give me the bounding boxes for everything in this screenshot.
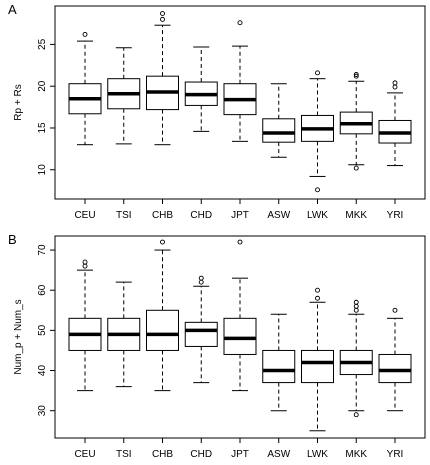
y-tick-label: 25 (37, 38, 48, 50)
y-axis-label: Rp + Rs (13, 84, 24, 120)
x-tick-label: MKK (345, 449, 367, 460)
outlier-point (353, 165, 359, 171)
x-tick-label: CEU (74, 449, 95, 460)
outlier-point (315, 187, 320, 193)
outlier-point (198, 279, 204, 285)
iqr-box (262, 118, 296, 143)
outlier-point (82, 263, 88, 269)
box-yri (378, 80, 412, 167)
box-tsi (107, 47, 141, 145)
outlier-point (82, 31, 88, 37)
x-tick-label: CHB (152, 449, 173, 460)
outlier-point (237, 20, 243, 26)
box-ceu (68, 259, 102, 392)
outlier-point (315, 70, 320, 76)
x-tick-label: LWK (307, 449, 328, 460)
box-tsi (107, 281, 141, 388)
box-mkk (339, 299, 373, 418)
x-tick-label: CHD (190, 449, 212, 460)
iqr-box (184, 321, 218, 347)
box-chb (146, 11, 179, 146)
y-tick-label: 40 (37, 365, 48, 377)
y-tick-label: 50 (37, 324, 48, 336)
panel-b: B Num_p + Num_s 30 40 50 60 70 CEU TSI CHB CHD JPT A… (8, 232, 426, 460)
outlier-point (353, 299, 359, 305)
iqr-box (301, 349, 334, 384)
y-tick-label: 15 (37, 122, 48, 134)
outlier-point (392, 80, 398, 86)
box-jpt (223, 20, 257, 142)
outlier-point (315, 295, 320, 301)
outlier-point (392, 307, 398, 313)
x-tick-label: CEU (74, 210, 95, 221)
x-tick-label: LWK (307, 210, 328, 221)
iqr-box (262, 349, 296, 384)
box-jpt (223, 239, 257, 392)
x-tick-label: JPT (231, 449, 249, 460)
outlier-point (160, 11, 165, 16)
panel-a: A Rp + Rs 10 15 20 25 CEU TSI CHB CHD JPT ASW LWK MKK… (8, 2, 426, 221)
panel-letter: B (8, 232, 17, 247)
outlier-point (198, 275, 204, 281)
outlier-point (353, 412, 359, 418)
panel-letter: A (8, 2, 17, 17)
y-tick-label: 10 (37, 164, 48, 176)
iqr-box (378, 353, 412, 384)
x-tick-label: TSI (116, 449, 132, 460)
x-tick-label: CHB (152, 210, 173, 221)
box-yri (378, 307, 412, 412)
outlier-point (237, 239, 243, 245)
outlier-point (353, 303, 359, 309)
x-tick-label: YRI (387, 449, 404, 460)
outlier-point (160, 16, 165, 22)
x-tick-label: TSI (116, 210, 132, 221)
outlier-point (353, 72, 359, 77)
box-ceu (68, 31, 102, 146)
box-mkk (339, 72, 373, 171)
y-tick-label: 30 (37, 405, 48, 417)
x-tick-label: JPT (231, 210, 249, 221)
outlier-point (160, 239, 165, 245)
x-tick-label: MKK (345, 210, 367, 221)
outlier-point (353, 73, 359, 79)
box-chd (184, 46, 218, 132)
x-tick-label: ASW (267, 210, 290, 221)
outlier-point (353, 307, 359, 313)
x-tick-label: YRI (387, 210, 404, 221)
x-tick-label: ASW (267, 449, 290, 460)
iqr-box (146, 309, 179, 351)
x-tick-label: CHD (190, 210, 212, 221)
iqr-box (223, 317, 257, 355)
y-axis-label: Num_p + Num_s (13, 299, 24, 374)
box-lwk (301, 70, 334, 193)
box-chd (184, 275, 218, 384)
box-asw (262, 313, 296, 412)
y-tick-label: 20 (37, 80, 48, 92)
y-tick-label: 60 (37, 284, 48, 296)
y-tick-label: 70 (37, 244, 48, 256)
box-chb (146, 239, 179, 392)
box-asw (262, 83, 296, 158)
outlier-point (82, 259, 88, 265)
outlier-point (315, 287, 320, 293)
box-lwk (301, 287, 334, 432)
outlier-point (392, 84, 398, 90)
